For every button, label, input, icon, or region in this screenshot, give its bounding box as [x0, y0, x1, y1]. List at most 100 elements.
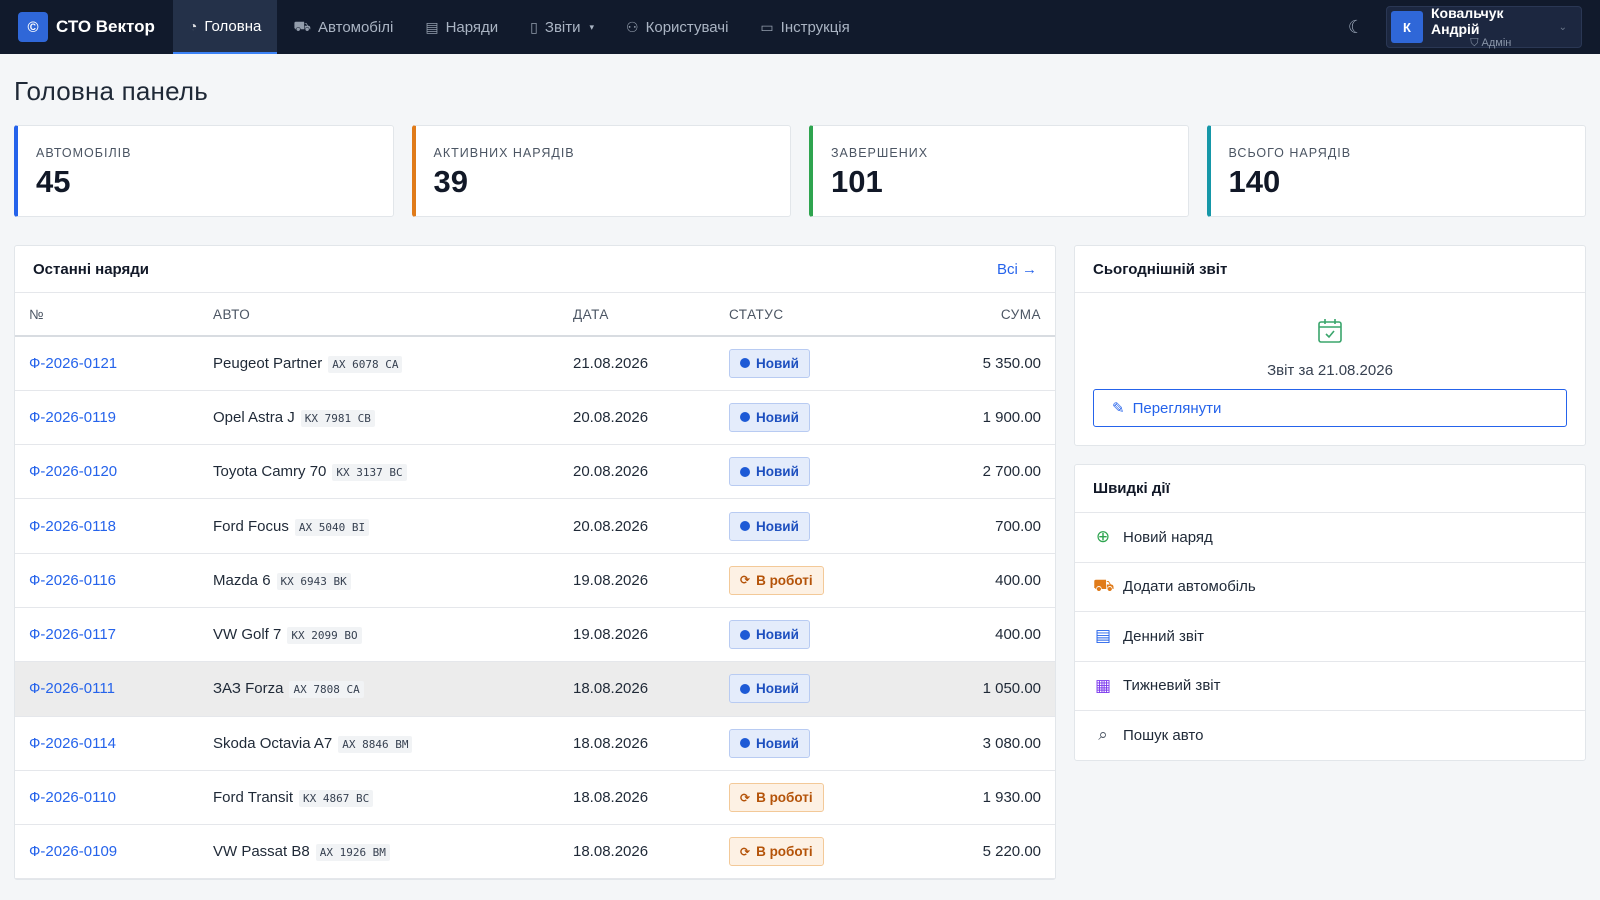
order-sum: 1 900.00: [982, 408, 1041, 426]
plate-number: KX 7981 CB: [300, 409, 375, 427]
column-header-date[interactable]: Дата: [559, 293, 715, 337]
nav-item-home[interactable]: ◔ Головна: [172, 0, 278, 54]
car-name: Mazda 6: [213, 571, 271, 589]
quick-action-item[interactable]: ⊕ Новий наряд: [1075, 512, 1585, 562]
order-number-link[interactable]: Ф-2026-0111: [29, 680, 115, 698]
status-label: Новий: [756, 518, 799, 534]
stat-card-active-orders: Активних нарядів 39: [411, 125, 791, 217]
quick-action-item[interactable]: ⛟ Додати автомобіль: [1075, 561, 1585, 612]
table-row[interactable]: Ф-2026-0114 Skoda Octavia A7 AX 8846 BM 18.…: [15, 716, 1055, 771]
order-sum: 3 080.00: [982, 734, 1041, 752]
car-name: Ford Transit: [213, 789, 294, 807]
table-row[interactable]: Ф-2026-0120 Toyota Camry 70 KX 3137 BC 20.0…: [15, 445, 1055, 499]
user-role-label: Адмін: [1481, 36, 1512, 49]
table-row[interactable]: Ф-2026-0119 Opel Astra J KX 7981 CB 20.08.2…: [15, 390, 1055, 445]
table-row[interactable]: Ф-2026-0118 Ford Focus AX 5040 BI 20.08.202…: [15, 499, 1055, 554]
status-badge: Новий: [729, 728, 810, 758]
plate-number: AX 1926 BM: [315, 844, 390, 862]
order-sum: 2 700.00: [982, 463, 1041, 481]
order-number-link[interactable]: Ф-2026-0114: [29, 734, 117, 752]
table-row[interactable]: Ф-2026-0116 Mazda 6 KX 6943 BK 19.08.2026 ⟳ В…: [15, 553, 1055, 608]
status-badge: Новий: [729, 511, 810, 541]
nav-item-users[interactable]: ⚇ Користувачі: [610, 0, 744, 54]
status-label: В роботі: [756, 572, 813, 588]
today-report-card: Сьогоднішній звіт Звіт за 21.08.2026 ✎ П…: [1074, 245, 1586, 446]
status-label: Новий: [756, 464, 799, 480]
table-row[interactable]: Ф-2026-0109 VW Passat B8 AX 1926 BM 18.08.2…: [15, 825, 1055, 879]
order-number-link[interactable]: Ф-2026-0116: [29, 571, 117, 589]
status-badge: ⟳ В роботі: [729, 565, 824, 595]
plate-number: KX 6943 BK: [276, 572, 351, 590]
status-label: Новий: [756, 409, 799, 425]
orders-table: № Авто Дата Статус Сума Ф-2026-0121 Peuge…: [15, 293, 1055, 879]
order-date: 19.08.2026: [573, 626, 649, 644]
stat-value: 140: [1228, 164, 1281, 199]
order-sum: 700.00: [995, 517, 1041, 535]
order-number-link[interactable]: Ф-2026-0121: [29, 354, 118, 372]
view-report-button[interactable]: ✎ Переглянути: [1093, 389, 1567, 427]
order-number-link[interactable]: Ф-2026-0109: [29, 843, 118, 861]
stat-card-cars: Автомобілів 45: [14, 125, 394, 217]
column-header-status[interactable]: Статус: [715, 293, 915, 337]
table-row[interactable]: Ф-2026-0117 VW Golf 7 KX 2099 BO 19.08.2026…: [15, 607, 1055, 662]
status-badge: Новий: [729, 402, 810, 432]
order-number-link[interactable]: Ф-2026-0118: [29, 517, 117, 535]
spinner-icon: ⟳: [740, 790, 751, 805]
order-sum: 1 930.00: [982, 789, 1041, 807]
view-report-label: Переглянути: [1132, 399, 1222, 417]
status-label: Новий: [756, 735, 799, 751]
nav-item-orders[interactable]: ▤ Наряди: [409, 0, 514, 54]
card-title: Швидкі дії: [1093, 480, 1170, 497]
main-nav: ◔ Головна ⛟ Автомобілі ▤ Наряди ▯ Звіти …: [172, 0, 866, 54]
status-badge: Новий: [729, 674, 810, 704]
stat-value: 101: [831, 164, 883, 199]
quick-action-item[interactable]: ▦ Тижневий звіт: [1075, 660, 1585, 711]
order-number-link[interactable]: Ф-2026-0110: [29, 789, 117, 807]
status-label: Новий: [756, 627, 799, 643]
plate-number: AX 6078 CA: [328, 355, 403, 373]
table-row[interactable]: Ф-2026-0121 Peugeot Partner AX 6078 CA 21.0…: [15, 336, 1055, 391]
order-number-link[interactable]: Ф-2026-0119: [29, 408, 117, 426]
plate-number: AX 7808 CA: [289, 681, 364, 699]
recent-orders-card: Останні наряди Всі → № Авто Дата Статус …: [14, 245, 1056, 881]
quick-action-label: Додати автомобіль: [1123, 578, 1256, 596]
nav-item-label: Автомобілі: [317, 18, 394, 36]
book-icon: ▭: [760, 18, 774, 35]
users-icon: ⚇: [626, 18, 639, 35]
order-number-link[interactable]: Ф-2026-0120: [29, 463, 118, 481]
column-header-car[interactable]: Авто: [199, 293, 559, 337]
quick-action-item[interactable]: ▤ Денний звіт: [1075, 611, 1585, 661]
quick-action-label: Новий наряд: [1123, 528, 1213, 546]
order-date: 19.08.2026: [573, 571, 649, 589]
all-orders-link[interactable]: Всі →: [996, 260, 1037, 278]
nav-item-cars[interactable]: ⛟ Автомобілі: [277, 0, 409, 54]
quick-action-label: Денний звіт: [1123, 627, 1205, 645]
table-row[interactable]: Ф-2026-0110 Ford Transit KX 4867 BC 18.08.2…: [15, 770, 1055, 825]
column-header-num[interactable]: №: [15, 293, 199, 337]
stats-row: Автомобілів 45 Активних нарядів 39 Завер…: [14, 125, 1586, 217]
brand-name: СТО Вектор: [56, 17, 155, 36]
car-name: Peugeot Partner: [213, 354, 323, 372]
car-name: Skoda Octavia A7: [213, 734, 333, 752]
column-header-sum[interactable]: Сума: [914, 293, 1055, 337]
order-date: 20.08.2026: [573, 408, 649, 426]
card-title: Останні наряди: [33, 260, 150, 278]
plate-number: AX 8846 BM: [338, 735, 413, 753]
brand[interactable]: © СТО Вектор: [18, 12, 155, 42]
nav-item-instructions[interactable]: ▭ Інструкція: [744, 0, 865, 54]
avatar: К: [1391, 11, 1423, 43]
car-name: Ford Focus: [213, 517, 289, 535]
clipboard-icon: ▤: [425, 18, 439, 35]
pencil-icon: ✎: [1112, 400, 1125, 417]
table-row[interactable]: Ф-2026-0111 ЗАЗ Forza AX 7808 CA 18.08.2026…: [15, 661, 1055, 717]
main-content: Головна панель Автомобілів 45 Активних н…: [0, 76, 1600, 881]
order-date: 18.08.2026: [573, 789, 649, 807]
order-number-link[interactable]: Ф-2026-0117: [29, 626, 117, 644]
nav-item-reports[interactable]: ▯ Звіти ▾: [514, 0, 610, 54]
quick-action-item[interactable]: ⌕ Пошук авто: [1075, 710, 1585, 760]
stat-card-completed: Завершених 101: [809, 125, 1189, 217]
user-menu[interactable]: К Ковальчук Андрій ⛉ Адмін ⌄: [1386, 5, 1582, 50]
order-sum: 400.00: [995, 626, 1041, 644]
moon-icon[interactable]: ☾: [1347, 16, 1364, 37]
user-role: ⛉ Адмін: [1431, 37, 1551, 50]
